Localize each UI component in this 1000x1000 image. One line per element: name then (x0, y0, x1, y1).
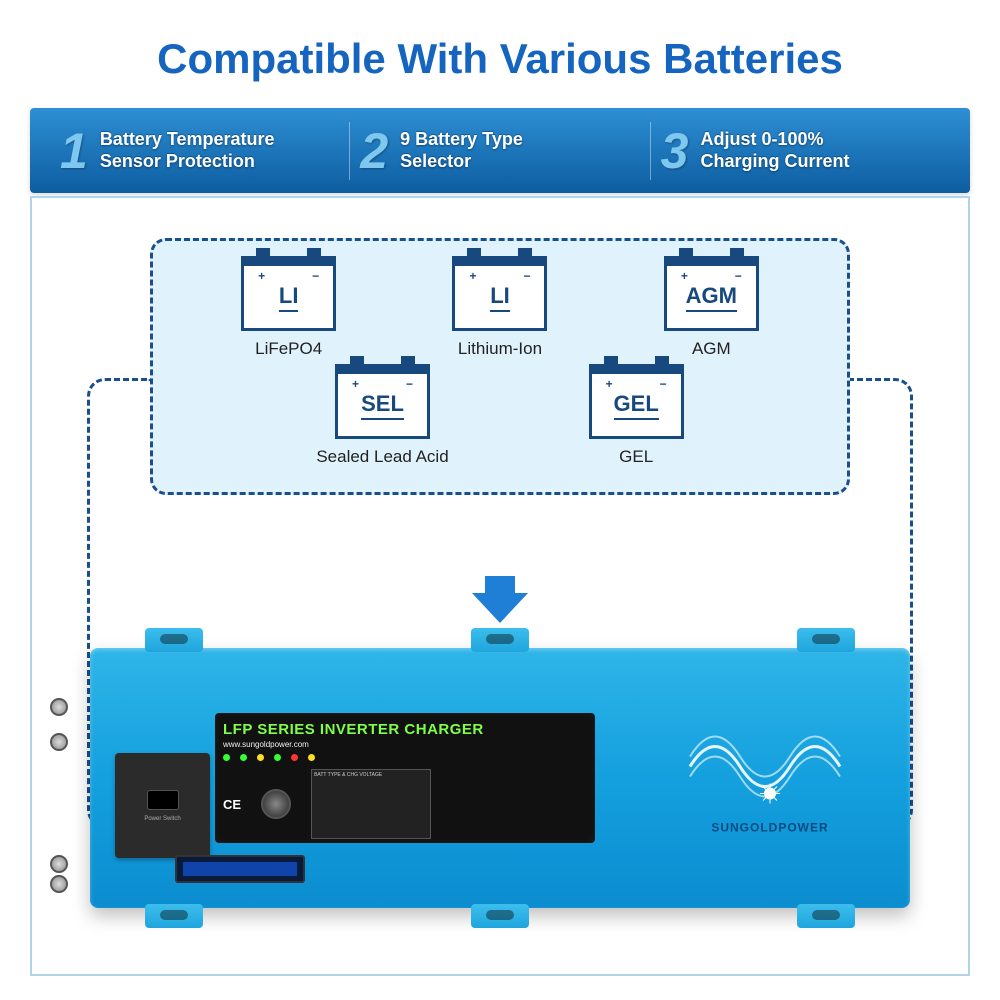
feature-1-text: Battery Temperature Sensor Protection (100, 129, 275, 172)
battery-agm: +− AGM AGM (664, 266, 759, 359)
port-icon (50, 855, 68, 873)
feature-2-line1: 9 Battery Type (400, 129, 523, 149)
battery-icon: +− GEL (589, 374, 684, 439)
arrow-down-icon (472, 593, 528, 623)
battery-icon: +− LI (241, 266, 336, 331)
led-green-icon (274, 754, 281, 761)
feature-1-line2: Sensor Protection (100, 151, 255, 171)
battery-panel: +− LI LiFePO4 +− LI Lithium-Ion +− AGM (150, 238, 850, 495)
feature-3: 3 Adjust 0-100% Charging Current (650, 122, 950, 180)
spec-table: BATT TYPE & CHG VOLTAGE (311, 769, 431, 839)
battery-code: LI (279, 283, 299, 312)
battery-label: AGM (692, 339, 731, 359)
inverter-url: www.sungoldpower.com (223, 740, 587, 749)
feature-1: 1 Battery Temperature Sensor Protection (50, 122, 349, 180)
battery-code: GEL (614, 391, 659, 420)
feature-2-num: 2 (360, 122, 388, 180)
mount-tab (797, 628, 855, 652)
inverter-title: LFP SERIES INVERTER CHARGER (223, 721, 587, 738)
led-green-icon (223, 754, 230, 761)
battery-row-1: +− LI LiFePO4 +− LI Lithium-Ion +− AGM (183, 266, 817, 359)
led-yellow-icon (257, 754, 264, 761)
feature-2-line2: Selector (400, 151, 471, 171)
battery-label: LiFePO4 (255, 339, 322, 359)
battery-code: SEL (361, 391, 404, 420)
mount-tab (145, 904, 203, 928)
battery-gel: +− GEL GEL (589, 374, 684, 467)
mount-tab (145, 628, 203, 652)
port-icon (50, 875, 68, 893)
battery-code: AGM (686, 283, 737, 312)
feature-2: 2 9 Battery Type Selector (349, 122, 649, 180)
led-green-icon (240, 754, 247, 761)
power-switch-icon (147, 790, 179, 810)
brand-name: SUNGOLDPOWER (680, 821, 860, 835)
feature-1-line1: Battery Temperature (100, 129, 275, 149)
feature-2-text: 9 Battery Type Selector (400, 129, 523, 172)
feature-1-num: 1 (60, 122, 88, 180)
wave-icon (680, 722, 860, 812)
battery-lifepo4: +− LI LiFePO4 (241, 266, 336, 359)
knob-icon (261, 789, 291, 819)
battery-icon: +− SEL (335, 374, 430, 439)
battery-icon: +− LI (452, 266, 547, 331)
diagram-container: +− LI LiFePO4 +− LI Lithium-Ion +− AGM (30, 196, 970, 976)
mount-tab (797, 904, 855, 928)
battery-row-2: +− SEL Sealed Lead Acid +− GEL GEL (183, 374, 817, 467)
brand-logo: SUNGOLDPOWER (680, 722, 860, 835)
feature-banner: 1 Battery Temperature Sensor Protection … (30, 108, 970, 193)
mount-tab (471, 904, 529, 928)
battery-label: Sealed Lead Acid (316, 447, 448, 467)
power-control-box: Power Switch (115, 753, 210, 858)
feature-3-line1: Adjust 0-100% (700, 129, 823, 149)
port-icon (50, 733, 68, 751)
inverter-faceplate: LFP SERIES INVERTER CHARGER www.sungoldp… (215, 713, 595, 843)
battery-lithium-ion: +− LI Lithium-Ion (452, 266, 547, 359)
battery-code: LI (490, 283, 510, 312)
battery-label: GEL (619, 447, 653, 467)
led-red-icon (291, 754, 298, 761)
feature-3-num: 3 (661, 122, 689, 180)
feature-3-line2: Charging Current (700, 151, 849, 171)
led-indicators (223, 754, 587, 761)
battery-sealed-lead-acid: +− SEL Sealed Lead Acid (316, 374, 448, 467)
inverter-device: Power Switch LFP SERIES INVERTER CHARGER… (90, 648, 910, 908)
battery-label: Lithium-Ion (458, 339, 542, 359)
port-icon (50, 698, 68, 716)
spec-table-header: BATT TYPE & CHG VOLTAGE (314, 772, 428, 778)
led-yellow-icon (308, 754, 315, 761)
battery-icon: +− AGM (664, 266, 759, 331)
page-title: Compatible With Various Batteries (157, 35, 843, 83)
feature-3-text: Adjust 0-100% Charging Current (700, 129, 849, 172)
lcd-display (175, 855, 305, 883)
mount-tab (471, 628, 529, 652)
ce-mark: CE (223, 797, 241, 812)
